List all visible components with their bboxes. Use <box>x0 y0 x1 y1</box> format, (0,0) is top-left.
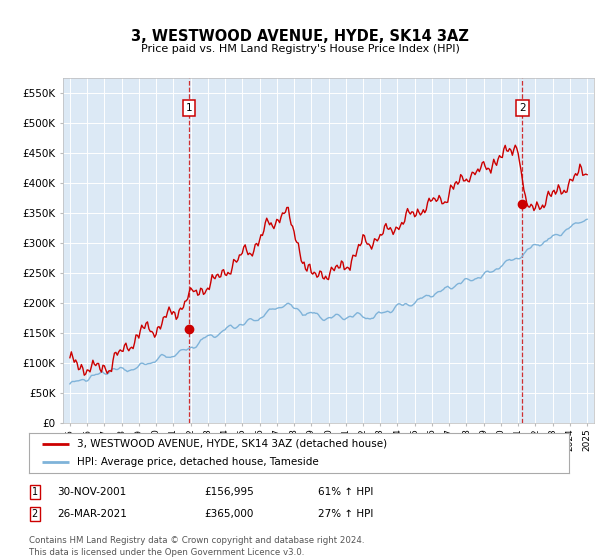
Text: 61% ↑ HPI: 61% ↑ HPI <box>318 487 373 497</box>
Text: 30-NOV-2001: 30-NOV-2001 <box>57 487 126 497</box>
Text: HPI: Average price, detached house, Tameside: HPI: Average price, detached house, Tame… <box>77 458 319 467</box>
Text: 27% ↑ HPI: 27% ↑ HPI <box>318 509 373 519</box>
Text: 3, WESTWOOD AVENUE, HYDE, SK14 3AZ: 3, WESTWOOD AVENUE, HYDE, SK14 3AZ <box>131 29 469 44</box>
Text: Contains HM Land Registry data © Crown copyright and database right 2024.
This d: Contains HM Land Registry data © Crown c… <box>29 536 364 557</box>
Text: Price paid vs. HM Land Registry's House Price Index (HPI): Price paid vs. HM Land Registry's House … <box>140 44 460 54</box>
Text: £365,000: £365,000 <box>204 509 253 519</box>
Text: 1: 1 <box>186 102 193 113</box>
Text: 2: 2 <box>32 509 38 519</box>
Text: £156,995: £156,995 <box>204 487 254 497</box>
Text: 26-MAR-2021: 26-MAR-2021 <box>57 509 127 519</box>
Text: 1: 1 <box>32 487 38 497</box>
Text: 2: 2 <box>519 102 526 113</box>
Text: 3, WESTWOOD AVENUE, HYDE, SK14 3AZ (detached house): 3, WESTWOOD AVENUE, HYDE, SK14 3AZ (deta… <box>77 439 388 449</box>
